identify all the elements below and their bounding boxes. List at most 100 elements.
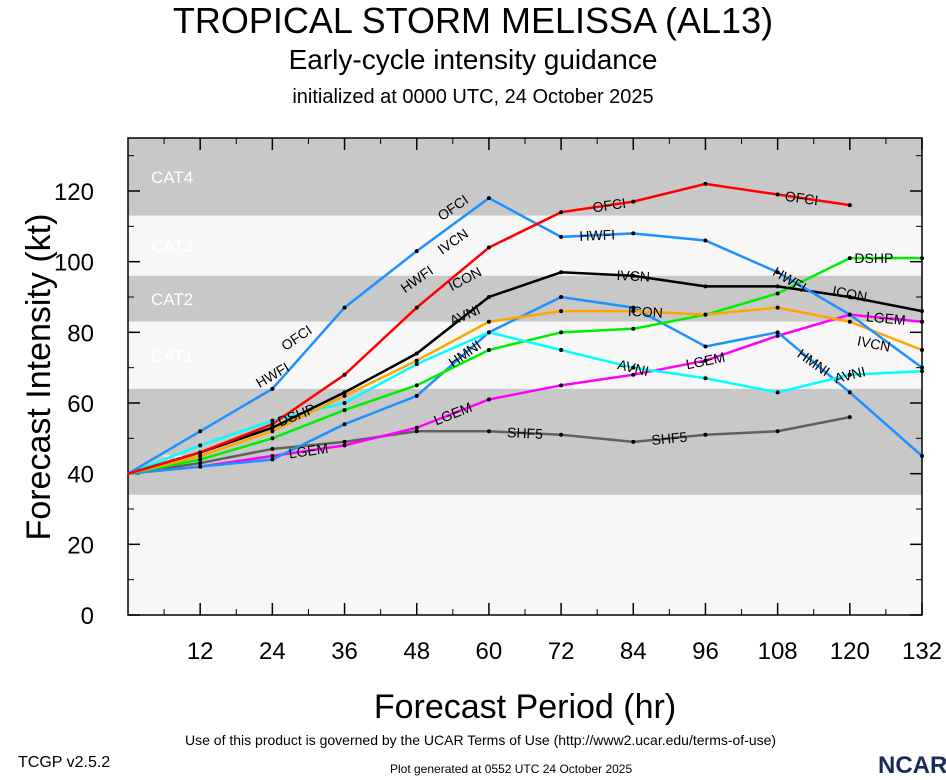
x-tick-label: 120: [830, 638, 870, 665]
point-dshp: [775, 291, 780, 296]
series-label-icon: ICON: [627, 303, 663, 321]
point-icon: [486, 319, 491, 324]
point-ofci: [342, 372, 347, 377]
point-hmni: [920, 454, 924, 458]
point-hmni: [414, 393, 419, 398]
band-label: CAT1: [151, 346, 193, 365]
series-label-shf5: SHF5: [507, 424, 544, 442]
ncar-logo: NCAR: [878, 752, 946, 779]
x-tick-label: 72: [548, 638, 575, 665]
point-hwfi: [703, 238, 708, 243]
series-label-ivcn: IVCN: [616, 267, 650, 285]
x-tick-label: 132: [902, 638, 942, 665]
point-ivcn: [270, 425, 275, 430]
point-lgem: [414, 425, 419, 430]
series-label-text: AVNI: [616, 356, 651, 379]
point-hmni: [198, 464, 203, 469]
series-line-avni: [127, 331, 923, 475]
series-label-icon: ICON: [831, 283, 868, 305]
y-axis-label: Forecast Intensity (kt): [20, 214, 58, 541]
y-tick-label: 20: [67, 532, 94, 559]
point-icon: [198, 454, 203, 458]
series-label-text: SHF5: [507, 424, 544, 442]
x-tick-label: 84: [620, 638, 647, 665]
point-avni: [486, 330, 491, 335]
band-label: CAT2: [151, 290, 193, 309]
series-line-ivcn: [127, 271, 923, 475]
point-hwfi: [847, 312, 852, 317]
point-lgem: [342, 443, 347, 448]
point-ivcn: [703, 284, 708, 289]
series-label-text: SHF5: [651, 429, 688, 448]
point-ivcn: [847, 295, 852, 299]
point-lgem: [270, 454, 275, 458]
point-shf5: [559, 432, 564, 437]
series-line-hwfi: [127, 196, 923, 475]
point-icon: [920, 348, 924, 352]
point-shf5: [270, 446, 275, 451]
series-label-lgem: LGEM: [865, 308, 906, 328]
series-label-text: ICON: [831, 283, 868, 305]
chart-subtitle: Early-cycle intensity guidance: [288, 44, 658, 75]
point-hwfi: [631, 231, 636, 236]
point-shf5: [414, 429, 419, 434]
point-ivcn: [631, 273, 636, 278]
point-ofci: [631, 199, 636, 204]
series-label-dshp: DSHP: [854, 250, 893, 266]
series-label-text: IVCN: [616, 267, 650, 285]
series-label-text: ICON: [627, 303, 663, 321]
point-hmni: [559, 295, 564, 299]
series-label-text: OFCI: [784, 188, 819, 209]
x-tick-label: 36: [331, 638, 358, 665]
point-dshp: [270, 436, 275, 441]
point-hwfi: [198, 429, 203, 434]
y-tick-label: 0: [81, 603, 94, 630]
series-label-hwfi: HWFI: [579, 226, 616, 244]
point-ofci: [559, 210, 564, 215]
x-axis-label: Forecast Period (hr): [374, 688, 676, 726]
y-tick-label: 40: [67, 462, 94, 489]
point-avni: [920, 369, 924, 374]
point-lgem: [703, 358, 708, 363]
point-hwfi: [414, 249, 419, 254]
point-icon: [270, 429, 275, 434]
series-label-text: IVCN: [856, 333, 892, 355]
point-ofci: [775, 192, 780, 197]
series-label-avni: AVNI: [616, 356, 651, 379]
point-dshp: [486, 348, 491, 352]
point-lgem: [775, 333, 780, 338]
point-icon: [703, 312, 708, 317]
x-tick-label: 96: [692, 638, 719, 665]
point-avni: [414, 362, 419, 367]
series-label-text: AVNI: [833, 363, 868, 386]
generated-time: Plot generated at 0552 UTC 24 October 20…: [390, 762, 633, 776]
point-hwfi: [486, 196, 491, 201]
version-label: TCGP v2.5.2: [18, 754, 111, 771]
series-label-ofci: OFCI: [784, 188, 819, 209]
point-hmni: [847, 390, 852, 395]
chart-title: TROPICAL STORM MELISSA (AL13): [172, 0, 774, 41]
point-hmni: [270, 457, 275, 462]
point-avni: [270, 418, 275, 423]
terms-notice: Use of this product is governed by the U…: [185, 732, 777, 748]
point-lgem: [559, 383, 564, 388]
series-label-text: OFCI: [592, 195, 627, 216]
x-tick-label: 12: [187, 638, 214, 665]
point-icon: [847, 319, 852, 324]
point-hmni: [703, 344, 708, 349]
point-dshp: [559, 330, 564, 335]
point-hwfi: [775, 270, 780, 275]
point-ivcn: [920, 309, 924, 314]
x-tick-label: 48: [403, 638, 430, 665]
point-hwfi: [559, 234, 564, 239]
point-shf5: [775, 429, 780, 434]
series-label-text: LGEM: [288, 440, 330, 462]
point-hwfi: [342, 305, 347, 310]
y-tick-label: 60: [67, 391, 94, 418]
point-hwfi: [270, 386, 275, 391]
point-hwfi: [920, 365, 924, 370]
series-label-text: DSHP: [854, 250, 893, 266]
point-dshp: [920, 256, 924, 261]
band-label: CAT3: [151, 237, 193, 256]
band-td: [128, 494, 922, 615]
